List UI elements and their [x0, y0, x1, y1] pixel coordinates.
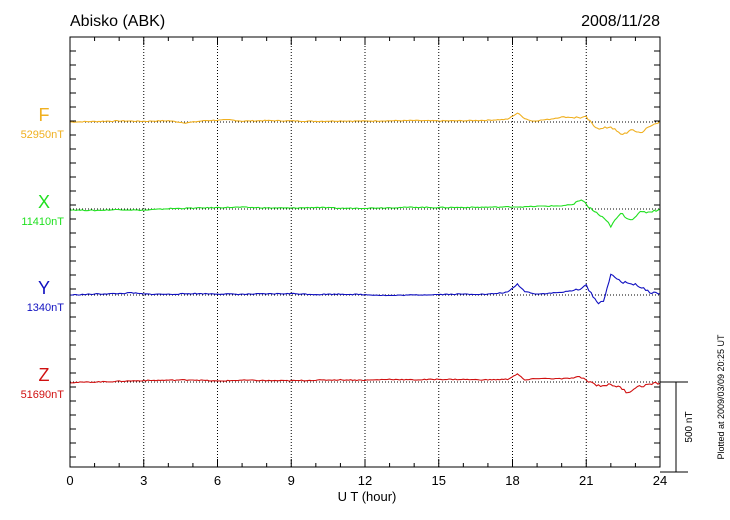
scale-bar-label: 500 nT [684, 411, 695, 442]
series-name-f: F [39, 105, 50, 125]
series-labels: F 52950nT X 11410nT Y 1340nT Z 51690nT [21, 105, 65, 401]
x-axis-label: U T (hour) [338, 489, 397, 504]
series-line-y [69, 273, 661, 305]
grid [143, 37, 587, 467]
chart-date: 2008/11/28 [581, 13, 660, 30]
plotted-note: Plotted at 2009/03/09 20:25 UT [716, 334, 726, 460]
series-name-z: Z [39, 365, 50, 385]
series-baseline-z: 51690nT [21, 389, 65, 401]
x-tick-label: 18 [505, 473, 519, 488]
x-tick-label: 24 [653, 473, 667, 488]
x-tick-label: 9 [288, 473, 295, 488]
axes [69, 36, 661, 468]
series-line-z [69, 373, 661, 394]
scale-bar: 500 nT [660, 381, 695, 473]
series-line-x [69, 199, 661, 229]
x-tick-label: 6 [214, 473, 221, 488]
chart-title: Abisko (ABK) [70, 13, 165, 30]
series-baseline-x: 11410nT [21, 216, 64, 228]
x-ticks: 0 3 6 9 12 15 18 21 24 [66, 37, 667, 488]
series-name-x: X [38, 192, 50, 212]
series-baseline-y: 1340nT [27, 302, 65, 314]
x-tick-label: 12 [358, 473, 372, 488]
series-lines [69, 112, 661, 394]
plot-frame [69, 36, 661, 468]
series-line-f [69, 112, 661, 135]
x-tick-label: 15 [432, 473, 446, 488]
series-name-y: Y [38, 278, 50, 298]
x-tick-label: 0 [66, 473, 73, 488]
series-baseline-f: 52950nT [21, 129, 65, 141]
x-tick-label: 21 [579, 473, 593, 488]
x-tick-label: 3 [140, 473, 147, 488]
